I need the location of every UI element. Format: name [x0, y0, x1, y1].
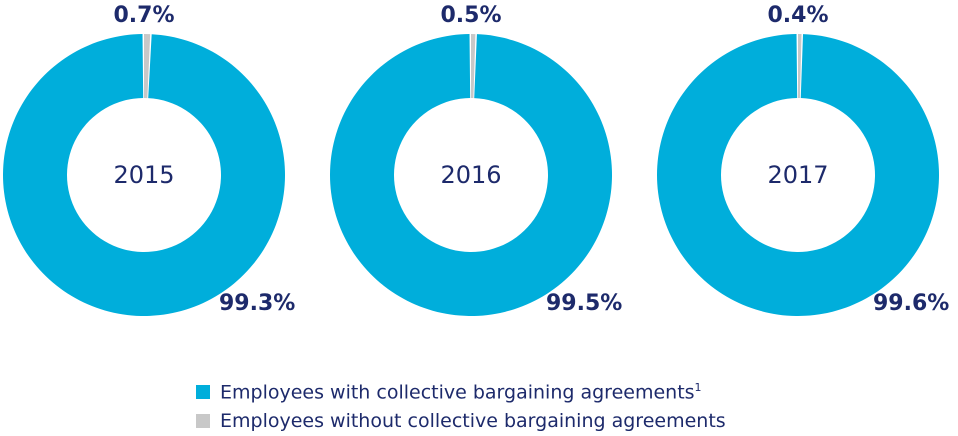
slice-without-agreements	[471, 34, 476, 99]
slice-with-agreements	[657, 34, 939, 317]
donut-2015	[3, 34, 285, 317]
legend-swatch-with-agreements	[196, 385, 210, 399]
legend-item-without-agreements: Employees without collective bargaining …	[196, 408, 726, 434]
slice-without-agreements	[798, 34, 802, 99]
slice-with-agreements	[330, 34, 612, 317]
donut-2017	[657, 34, 939, 317]
donut-year-label: 2016	[440, 161, 501, 189]
legend-item-with-agreements: Employees with collective bargaining agr…	[196, 379, 702, 405]
legend-swatch-without-agreements	[196, 414, 210, 428]
legend-footnote-marker: 1	[694, 380, 702, 394]
label-with-agreements: 99.5%	[546, 291, 622, 316]
label-without-agreements: 0.7%	[113, 3, 174, 28]
slice-with-agreements	[3, 34, 285, 317]
slice-without-agreements	[144, 34, 151, 99]
legend-label-without-agreements: Employees without collective bargaining …	[220, 410, 726, 432]
donut-charts: 2015 0.7% 99.3% 2016 0.5% 99.5% 2017 0.4% 99.6%	[3, 3, 949, 317]
label-without-agreements: 0.5%	[440, 3, 501, 28]
donut-2016	[330, 34, 612, 317]
legend-label-with-agreements: Employees with collective bargaining agr…	[220, 381, 695, 404]
donut-year-label: 2017	[767, 161, 828, 189]
label-with-agreements: 99.6%	[873, 291, 949, 316]
label-without-agreements: 0.4%	[767, 3, 828, 28]
donut-year-label: 2015	[113, 161, 174, 189]
label-with-agreements: 99.3%	[219, 291, 295, 316]
